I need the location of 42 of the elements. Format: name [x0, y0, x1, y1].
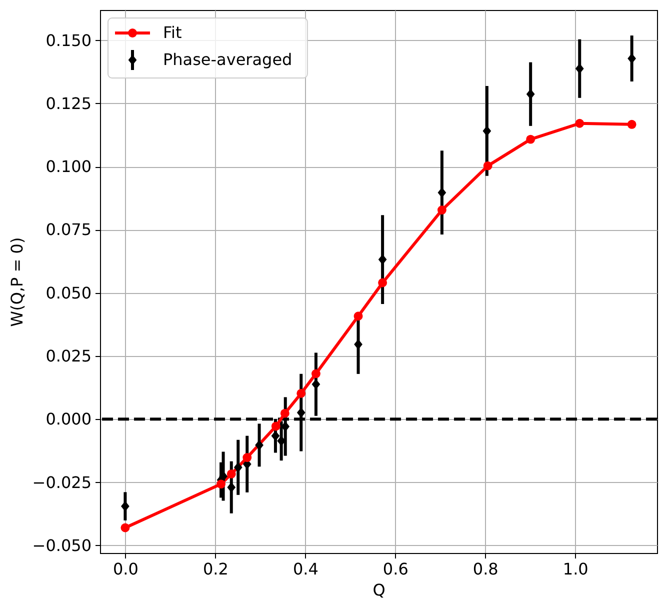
point: [255, 440, 264, 450]
point: [226, 469, 236, 478]
point: [575, 118, 584, 128]
point: [627, 120, 636, 129]
point: [120, 523, 130, 532]
legend-label: Fit: [163, 23, 182, 42]
point: [378, 254, 387, 265]
point: [281, 421, 290, 432]
point: [482, 126, 492, 136]
x-tick-label: 0.6: [382, 560, 408, 578]
point: [437, 206, 446, 214]
x-tick-label: 0.4: [292, 560, 318, 578]
y-tick-label: 0.025: [46, 346, 92, 366]
point: [271, 422, 280, 431]
point: [296, 388, 306, 398]
y-tick-label: 0.100: [46, 157, 92, 176]
y-tick-label: 0.125: [46, 94, 92, 113]
y-tick-label: −0.050: [32, 536, 92, 555]
x-tick-label: 1.0: [562, 560, 588, 578]
point: [575, 63, 584, 74]
x-tick-label: 0.8: [472, 560, 498, 578]
y-tick-label: 0.050: [46, 283, 92, 302]
y-tick-label: 0.075: [46, 220, 92, 240]
point: [234, 462, 242, 473]
point: [378, 278, 388, 288]
point: [242, 453, 252, 462]
x-tick-label: 0.2: [202, 560, 228, 578]
y-tick-label: 0.150: [46, 30, 92, 50]
y-tick-label: 0.000: [46, 410, 92, 429]
x-axis-title: Q: [372, 580, 386, 600]
x-tick-label: 0.0: [112, 560, 138, 578]
point: [216, 480, 226, 489]
point: [227, 482, 236, 493]
legend-label: Phase-averaged: [163, 50, 292, 69]
point: [628, 53, 636, 64]
point: [526, 134, 536, 144]
point: [311, 369, 320, 378]
y-axis-title: W(Q,P = 0): [7, 237, 26, 327]
y-tick-label: −0.025: [32, 472, 92, 492]
point: [354, 312, 363, 321]
point: [483, 161, 492, 170]
point: [280, 408, 290, 418]
